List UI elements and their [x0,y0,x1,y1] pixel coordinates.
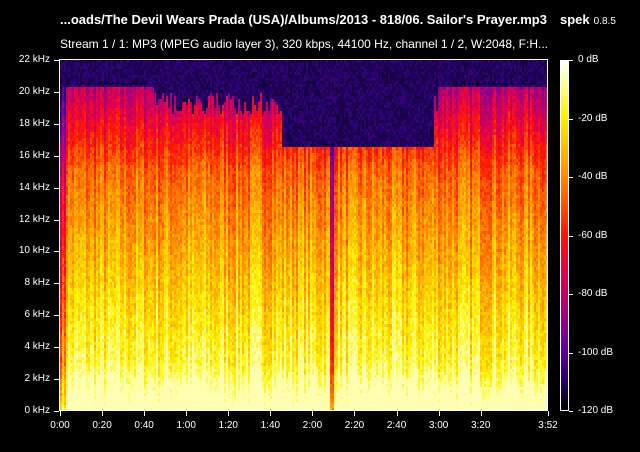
x-tick-mark [481,411,482,416]
x-tick-mark [548,411,549,416]
y-tick-label: 22 kHz [19,54,50,66]
x-tick-label: 1:20 [219,420,238,432]
x-tick-mark [397,411,398,416]
x-tick-label: 0:00 [50,420,69,432]
y-tick-mark [54,347,59,348]
x-tick-label: 2:20 [345,420,364,432]
y-tick-label: 2 kHz [24,373,50,385]
db-tick-label: -40 dB [578,171,607,183]
db-colorbar [560,60,569,411]
db-tick-mark [569,411,573,412]
x-tick-mark [60,411,61,416]
y-tick-mark [54,220,59,221]
app-name: spek 0.8.5 [560,12,616,27]
y-tick-mark [54,411,59,412]
y-tick-label: 16 kHz [19,150,50,162]
y-tick-mark [54,379,59,380]
app-version: 0.8.5 [594,16,616,27]
y-tick-label: 8 kHz [24,277,50,289]
db-tick-mark [569,177,573,178]
x-tick-label: 0:20 [92,420,111,432]
x-tick-mark [312,411,313,416]
x-tick-label: 1:00 [176,420,195,432]
x-tick-label: 1:40 [261,420,280,432]
x-tick-mark [186,411,187,416]
x-tick-mark [270,411,271,416]
y-tick-mark [54,124,59,125]
y-tick-label: 10 kHz [19,245,50,257]
db-tick-mark [569,60,573,61]
db-tick-label: -20 dB [578,113,607,125]
x-tick-label: 3:52 [538,420,557,432]
db-tick-label: -100 dB [578,347,613,359]
y-tick-mark [54,92,59,93]
stream-info: Stream 1 / 1: MP3 (MPEG audio layer 3), … [60,37,552,51]
db-tick-label: -60 dB [578,230,607,242]
y-tick-label: 0 kHz [24,405,50,417]
y-tick-mark [54,188,59,189]
x-tick-mark [144,411,145,416]
x-tick-mark [228,411,229,416]
app-name-text: spek [560,12,590,27]
x-tick-mark [439,411,440,416]
db-tick-mark [569,236,573,237]
y-tick-label: 18 kHz [19,118,50,130]
x-tick-label: 3:20 [471,420,490,432]
x-tick-label: 2:00 [303,420,322,432]
x-tick-label: 2:40 [387,420,406,432]
y-tick-label: 20 kHz [19,86,50,98]
y-tick-label: 6 kHz [24,309,50,321]
db-tick-label: -80 dB [578,288,607,300]
x-tick-mark [102,411,103,416]
db-tick-label: -120 dB [578,405,613,417]
db-tick-mark [569,353,573,354]
spectrogram-image [60,60,548,411]
y-tick-label: 4 kHz [24,341,50,353]
db-tick-mark [569,294,573,295]
y-tick-mark [54,283,59,284]
y-tick-mark [54,251,59,252]
x-tick-mark [354,411,355,416]
y-tick-label: 14 kHz [19,182,50,194]
y-tick-mark [54,315,59,316]
spectrogram-plot[interactable] [60,60,548,411]
y-tick-label: 12 kHz [19,214,50,226]
y-tick-mark [54,60,59,61]
y-tick-mark [54,156,59,157]
db-tick-label: 0 dB [578,54,599,66]
file-title: ...oads/The Devil Wears Prada (USA)/Albu… [60,12,547,27]
x-tick-label: 3:00 [429,420,448,432]
db-tick-mark [569,119,573,120]
x-tick-label: 0:40 [134,420,153,432]
